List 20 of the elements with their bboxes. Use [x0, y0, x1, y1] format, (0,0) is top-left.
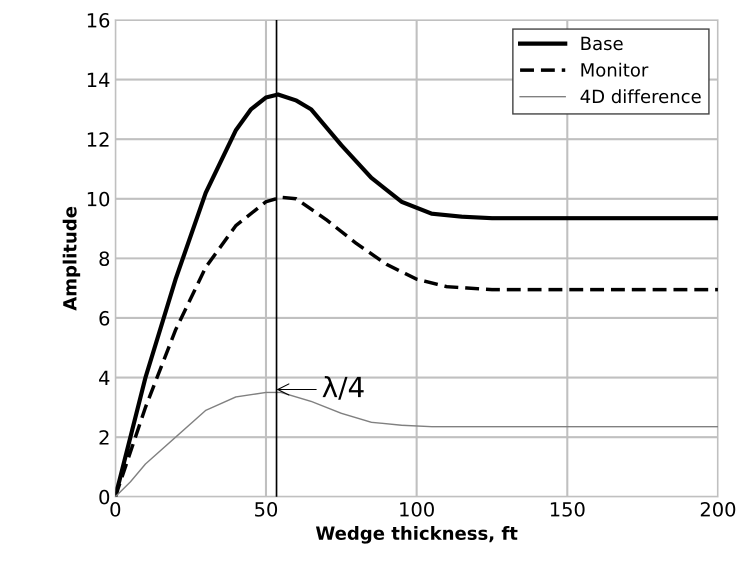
y-tick-label: 2: [100, 430, 109, 445]
legend-label: 4D difference: [580, 89, 701, 104]
y-tick-label: 12: [88, 132, 109, 147]
y-tick-label: 8: [99, 251, 110, 266]
y-tick-label: 10: [88, 192, 110, 206]
x-tick-label: 100: [400, 502, 434, 517]
x-tick-label: 150: [550, 502, 585, 517]
y-axis-title: Amplitude: [62, 206, 80, 311]
y-tick-label: 0: [99, 490, 110, 504]
y-tick-label: 6: [99, 310, 110, 326]
x-tick-label: 0: [110, 502, 120, 517]
x-axis-title: Wedge thickness, ft: [316, 526, 518, 544]
legend-label: Monitor: [581, 62, 648, 77]
x-tick-label: 50: [255, 502, 278, 517]
y-tick-label: 4: [99, 370, 110, 385]
legend-label: Base: [581, 36, 623, 50]
y-tick-label: 16: [88, 12, 110, 28]
y-tick-label: 14: [88, 72, 110, 87]
annotation: λ/4: [322, 376, 364, 400]
x-tick-label: 200: [700, 502, 736, 517]
